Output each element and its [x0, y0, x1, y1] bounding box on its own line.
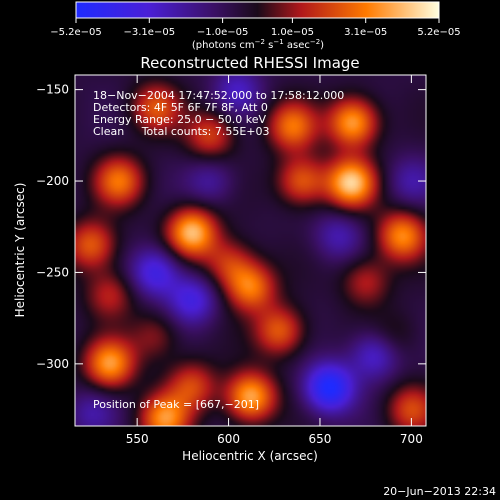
heatmap-image	[75, 75, 426, 426]
colorbar-units: (photons cm−2 s−1 asec−2)	[192, 38, 324, 51]
y-axis-label: Heliocentric Y (arcsec)	[13, 183, 27, 318]
colorbar-tick-label: 5.2e−05	[417, 27, 460, 38]
x-tick-label: 550	[126, 432, 149, 446]
x-tick-label: 650	[309, 432, 332, 446]
annotation-energy: Energy Range: 25.0 − 50.0 keV	[93, 113, 267, 126]
axis-ticks: 550 600 650 700 −150 −200 −250 −300	[36, 75, 426, 446]
colorbar-tick-label: 1.0e−05	[271, 27, 314, 38]
y-tick-label: −200	[36, 174, 69, 188]
peak-position-label: Position of Peak = [667,−201]	[93, 398, 259, 411]
y-tick-label: −250	[36, 265, 69, 279]
colorbar-tick-label: −1.0e−05	[197, 27, 249, 38]
x-tick-label: 700	[400, 432, 423, 446]
y-tick-label: −150	[36, 83, 69, 97]
plot-frame	[74, 74, 427, 427]
colorbar-tick-label: 3.1e−05	[344, 27, 387, 38]
annotation-counts: Clean Total counts: 7.55E+03	[93, 125, 270, 138]
x-axis-label: Heliocentric X (arcsec)	[182, 449, 318, 463]
colorbar	[75, 1, 440, 19]
y-tick-label: −300	[36, 357, 69, 371]
colorbar-ticks: −5.2e−05 −3.1e−05 −1.0e−05 1.0e−05 3.1e−05 5.…	[50, 18, 461, 38]
chart-title: Reconstructed RHESSI Image	[140, 54, 359, 72]
colorbar-tick-label: −3.1e−05	[124, 27, 176, 38]
x-tick-label: 600	[217, 432, 240, 446]
generated-timestamp: 20−Jun−2013 22:34	[383, 485, 496, 498]
annotation-time: 18−Nov−2004 17:47:52.000 to 17:58:12.000	[93, 89, 344, 102]
colorbar-tick-label: −5.2e−05	[50, 27, 102, 38]
annotation-detectors: Detectors: 4F 5F 6F 7F 8F, Att 0	[93, 101, 268, 114]
